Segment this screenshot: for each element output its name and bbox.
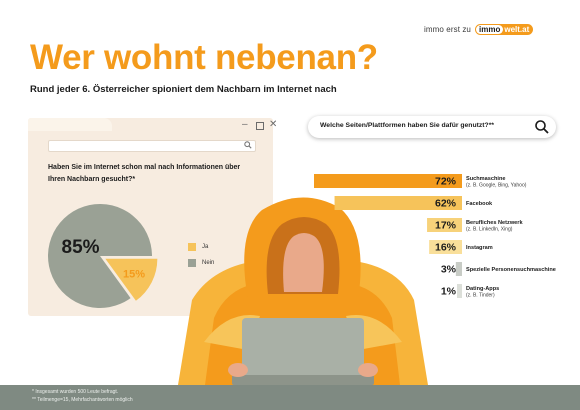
bar-category-sublabel: (z. B. Google, Bing, Yahoo) bbox=[466, 183, 527, 189]
brand-logo[interactable]: immo erst zu immo welt.at bbox=[424, 24, 534, 35]
pie-value-label: 15% bbox=[123, 268, 145, 280]
brand-name: welt.at bbox=[504, 25, 530, 34]
legend-item-nein: Nein bbox=[188, 259, 214, 267]
pie-slice-nein bbox=[48, 204, 152, 308]
bar-value-label: 17% bbox=[435, 220, 457, 232]
bar-category-sublabel: (z. B. Tinder) bbox=[466, 293, 495, 299]
bar-category-label: Instagram bbox=[466, 245, 493, 251]
search-icon[interactable] bbox=[534, 119, 550, 140]
legend-label: Nein bbox=[202, 260, 215, 266]
brand-pill: immo welt.at bbox=[475, 24, 534, 35]
brand-prefix: immo erst zu bbox=[424, 25, 471, 34]
page-title: Wer wohnt nebenan? bbox=[30, 38, 378, 77]
browser-address-bar[interactable] bbox=[48, 140, 256, 152]
brand-mark: immo bbox=[476, 25, 504, 34]
bar-value-label: 3% bbox=[441, 264, 457, 276]
legend-label: Ja bbox=[202, 244, 209, 250]
search-icon bbox=[244, 141, 252, 152]
bar-category-label: Dating-Apps bbox=[466, 286, 499, 292]
page-subtitle: Rund jeder 6. Österreicher spioniert dem… bbox=[30, 84, 337, 95]
bar-3 bbox=[429, 240, 462, 254]
footnote: * Insgesamt wurden 500 Leute befragt. bbox=[32, 389, 119, 395]
bar-category-label: Berufliches Netzwerk bbox=[466, 220, 523, 226]
bar-value-label: 16% bbox=[435, 242, 457, 254]
bar-category-sublabel: (z. B. LinkedIn, Xing) bbox=[466, 227, 513, 233]
bar-value-label: 1% bbox=[441, 286, 457, 298]
footnote: ** Teilmenge=15, Mehrfachantworten mögli… bbox=[32, 397, 133, 403]
pie-value-label: 85% bbox=[62, 237, 100, 258]
bar-value-label: 72% bbox=[435, 176, 457, 188]
legend-swatch bbox=[188, 243, 196, 251]
legend-item-ja: Ja bbox=[188, 243, 214, 251]
maximize-icon[interactable] bbox=[256, 122, 264, 130]
bar-2 bbox=[427, 218, 462, 232]
pie-legend: Ja Nein bbox=[188, 243, 214, 275]
platform-search-bar[interactable]: Welche Seiten/Plattformen haben Sie dafü… bbox=[308, 116, 556, 138]
minimize-icon[interactable]: – bbox=[242, 119, 248, 130]
bar-category-label: Facebook bbox=[466, 201, 493, 207]
browser-tab bbox=[28, 118, 112, 131]
legend-swatch bbox=[188, 259, 196, 267]
footnote-bar bbox=[0, 385, 580, 410]
survey-question: Haben Sie im Internet schon mal nach Inf… bbox=[48, 164, 241, 183]
bar-category-label: Spezielle Personensuchmaschine bbox=[466, 267, 556, 273]
bar-1 bbox=[334, 196, 462, 210]
bar-5 bbox=[457, 284, 462, 298]
close-icon[interactable]: ✕ bbox=[269, 119, 278, 130]
pie-chart: 15% 85% bbox=[48, 204, 158, 308]
bar-0 bbox=[314, 174, 462, 188]
bar-value-label: 62% bbox=[435, 198, 457, 210]
pie-slice-ja bbox=[105, 258, 158, 301]
bar-category-label: Suchmaschine bbox=[466, 176, 505, 182]
search-query: Welche Seiten/Plattformen haben Sie dafü… bbox=[320, 122, 494, 129]
bar-4 bbox=[455, 262, 462, 276]
